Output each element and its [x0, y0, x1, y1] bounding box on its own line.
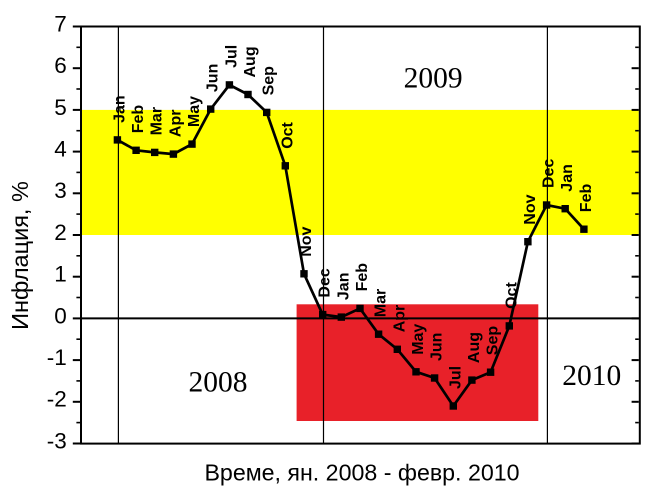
svg-text:Jun: Jun: [429, 333, 446, 361]
svg-text:3: 3: [54, 178, 67, 203]
svg-text:2008: 2008: [189, 367, 248, 399]
svg-text:Feb: Feb: [354, 263, 371, 292]
svg-text:Dec: Dec: [317, 268, 334, 297]
svg-text:Инфлация, %: Инфлация, %: [7, 181, 33, 330]
svg-text:1: 1: [54, 262, 67, 287]
svg-text:Sep: Sep: [485, 326, 502, 356]
svg-text:Oct: Oct: [279, 121, 296, 148]
svg-text:-2: -2: [47, 387, 67, 412]
svg-text:Aug: Aug: [466, 332, 483, 363]
svg-text:-3: -3: [47, 428, 67, 453]
svg-text:7: 7: [54, 11, 67, 36]
svg-text:Nov: Nov: [522, 194, 539, 224]
svg-text:Oct: Oct: [503, 282, 520, 309]
svg-text:Mar: Mar: [373, 289, 390, 317]
svg-text:Jan: Jan: [335, 273, 352, 301]
svg-text:Sep: Sep: [261, 66, 278, 96]
svg-text:Jan: Jan: [559, 164, 576, 192]
svg-text:Apr: Apr: [167, 110, 184, 138]
svg-text:2: 2: [54, 220, 67, 245]
svg-text:2009: 2009: [404, 63, 463, 95]
svg-text:5: 5: [54, 95, 67, 120]
svg-text:Jul: Jul: [223, 45, 240, 68]
svg-text:Feb: Feb: [130, 105, 147, 134]
svg-text:May: May: [410, 324, 427, 355]
svg-text:Jul: Jul: [447, 366, 464, 389]
svg-text:Dec: Dec: [541, 159, 558, 188]
svg-text:2010: 2010: [562, 360, 621, 392]
svg-text:0: 0: [54, 303, 67, 328]
svg-text:Време, ян. 2008 - февр. 2010: Време, ян. 2008 - февр. 2010: [204, 460, 519, 486]
svg-text:4: 4: [54, 137, 67, 162]
svg-text:Jun: Jun: [205, 64, 222, 92]
svg-text:Jan: Jan: [111, 95, 128, 123]
svg-text:Feb: Feb: [578, 184, 595, 213]
svg-text:Aug: Aug: [242, 46, 259, 77]
svg-text:May: May: [186, 96, 203, 127]
svg-text:-1: -1: [47, 345, 67, 370]
svg-text:Mar: Mar: [149, 107, 166, 135]
svg-text:Nov: Nov: [298, 226, 315, 256]
svg-text:Apr: Apr: [391, 305, 408, 333]
svg-text:6: 6: [54, 53, 67, 78]
